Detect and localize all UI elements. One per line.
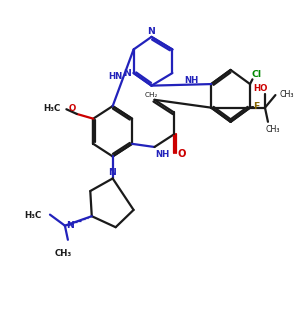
Text: NH: NH (184, 76, 199, 85)
Text: CH₃: CH₃ (280, 90, 294, 99)
Text: N: N (123, 69, 130, 77)
Text: HO: HO (253, 83, 268, 93)
Text: NH: NH (155, 150, 170, 159)
Text: CH₂: CH₂ (145, 92, 158, 98)
Text: HN: HN (109, 72, 123, 81)
Text: N: N (108, 168, 116, 177)
Text: N: N (66, 221, 74, 230)
Text: N: N (147, 27, 154, 36)
Text: Cl: Cl (251, 70, 262, 79)
Text: O: O (69, 104, 76, 113)
Text: H₃C: H₃C (24, 211, 41, 220)
Text: CH₃: CH₃ (55, 249, 72, 258)
Text: O: O (178, 149, 186, 159)
Text: H₃C: H₃C (43, 104, 60, 113)
Text: F: F (253, 102, 259, 111)
Text: CH₃: CH₃ (265, 125, 280, 134)
